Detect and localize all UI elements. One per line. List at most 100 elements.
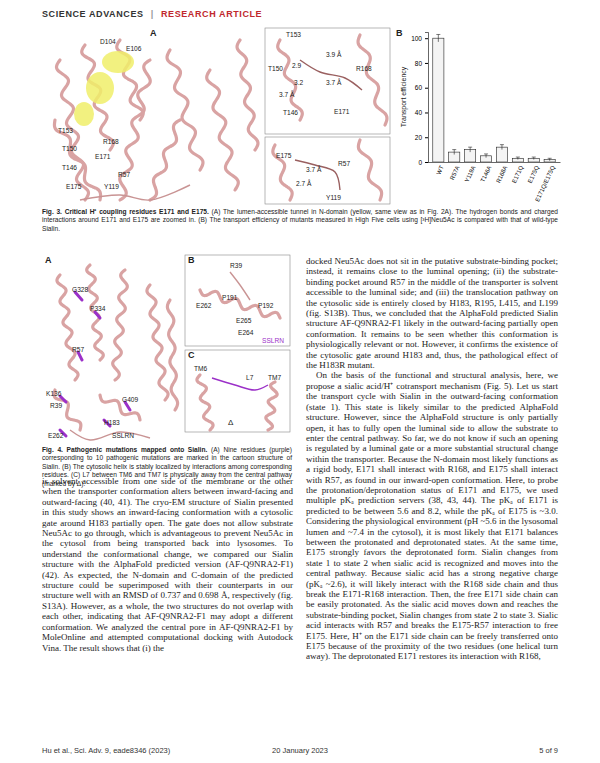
tick-mark bbox=[425, 38, 428, 39]
caption-label: Fig. 4. bbox=[42, 446, 63, 453]
residue-label: E265 bbox=[236, 317, 252, 324]
residue-label: 3.7 Å bbox=[326, 78, 342, 86]
mutation-site bbox=[125, 402, 130, 410]
error-line bbox=[533, 157, 534, 159]
tick: 40 bbox=[415, 109, 428, 116]
helix bbox=[150, 120, 180, 200]
residue-label: 2.9 bbox=[292, 62, 301, 69]
tick-label: T146A bbox=[480, 165, 493, 184]
tick: 60 bbox=[415, 84, 428, 91]
error-bar bbox=[548, 158, 552, 160]
loop bbox=[212, 378, 268, 390]
figure-3-panel-a: AD104E106T153T150T146E171R168R57E175Y119… bbox=[54, 28, 390, 204]
helix bbox=[120, 60, 151, 200]
helix bbox=[237, 40, 258, 150]
residue-label: 3.2 bbox=[294, 79, 303, 86]
separator: | bbox=[144, 9, 161, 19]
error-line bbox=[486, 154, 487, 158]
helix bbox=[54, 120, 100, 200]
left-column: is solvent accessible from one side of t… bbox=[42, 476, 293, 653]
panel-letter: B bbox=[188, 255, 195, 265]
error-bar bbox=[484, 154, 488, 158]
tick-mark bbox=[425, 88, 428, 89]
y-axis: 020406080100 bbox=[411, 33, 428, 166]
residue-label: T146 bbox=[62, 164, 77, 171]
caption-title: Critical H⁺ coupling residues E171 and E… bbox=[65, 208, 209, 215]
helix bbox=[147, 285, 168, 400]
residue-label: Δ bbox=[228, 418, 234, 427]
residue-label: E175 bbox=[276, 152, 292, 159]
residue-label: L7 bbox=[246, 374, 254, 381]
residue-label: P192 bbox=[258, 302, 274, 309]
header: SCIENCE ADVANCES | RESEARCH ARTICLE bbox=[42, 9, 262, 19]
tick-label: 60 bbox=[415, 84, 423, 91]
tick-mark bbox=[425, 63, 428, 64]
error-cap bbox=[500, 144, 504, 145]
residue-label: T150 bbox=[62, 145, 77, 152]
error-bar bbox=[532, 157, 536, 159]
residue-label: R57 bbox=[72, 346, 84, 353]
tick: 80 bbox=[415, 60, 428, 67]
helix bbox=[100, 395, 140, 420]
error-line bbox=[438, 34, 439, 41]
residue-label: R168 bbox=[356, 65, 372, 72]
tick: WT bbox=[435, 162, 445, 176]
tick-label: WT bbox=[435, 164, 445, 175]
section: RESEARCH ARTICLE bbox=[161, 9, 262, 19]
residue-label: R57 bbox=[338, 160, 350, 167]
residue-label: SSLRN bbox=[262, 337, 284, 344]
helix bbox=[113, 270, 128, 380]
helix bbox=[87, 265, 104, 360]
error-line bbox=[549, 158, 550, 160]
residue-label: E262 bbox=[196, 302, 212, 309]
caption-title: Pathogenic mutations mapped onto Sialin. bbox=[67, 446, 208, 453]
helix bbox=[200, 290, 280, 318]
mutation-site bbox=[78, 352, 82, 360]
tick: R57A bbox=[449, 162, 461, 181]
loop bbox=[70, 430, 150, 440]
tick-label: 40 bbox=[415, 109, 423, 116]
bars bbox=[433, 34, 555, 162]
tick-mark bbox=[425, 162, 428, 163]
mutation-site bbox=[75, 292, 82, 300]
loop bbox=[300, 60, 362, 90]
loop bbox=[295, 160, 340, 190]
residue-label: G328 bbox=[72, 286, 88, 293]
error-cap bbox=[548, 158, 552, 159]
error-line bbox=[517, 157, 518, 159]
error-line bbox=[470, 147, 471, 152]
paragraph: is solvent accessible from one side of t… bbox=[42, 476, 293, 653]
helix bbox=[266, 382, 277, 430]
footer-page: 5 of 9 bbox=[539, 746, 558, 755]
inset-frame bbox=[185, 350, 290, 432]
helix bbox=[167, 50, 203, 170]
tick-label: E175Q bbox=[527, 164, 540, 184]
error-bar bbox=[452, 150, 456, 155]
helix bbox=[207, 70, 239, 190]
panel-letter: A bbox=[150, 28, 157, 38]
panel-letter: A bbox=[45, 255, 52, 265]
error-cap bbox=[516, 157, 520, 158]
footer-citation: Hu et al., Sci. Adv. 9, eade8346 (2023) bbox=[42, 746, 170, 755]
bar bbox=[433, 38, 444, 162]
inset-frame bbox=[185, 255, 290, 346]
inset-frame bbox=[265, 137, 390, 204]
mutation-site bbox=[95, 312, 100, 318]
footer-date: 20 January 2023 bbox=[240, 746, 360, 755]
error-bar bbox=[500, 145, 504, 150]
tick: R168A bbox=[495, 162, 508, 184]
residue-label: SSLRN bbox=[112, 432, 134, 439]
inset-frame bbox=[265, 28, 390, 134]
residue-label: E106 bbox=[126, 45, 142, 52]
residue-label: TM6 bbox=[194, 365, 208, 372]
residue-label: T153 bbox=[286, 31, 301, 38]
residue-label: E264 bbox=[238, 329, 254, 336]
residue-label: P191 bbox=[222, 294, 238, 301]
residue-label: G409 bbox=[122, 396, 138, 403]
panel-letter: C bbox=[188, 350, 195, 360]
helix bbox=[197, 375, 213, 430]
tick-label: E171Q bbox=[511, 164, 524, 184]
error-bar bbox=[436, 34, 440, 41]
x-axis: WTR57AY119AT146AR168AE171QE175QE171Q/E17… bbox=[429, 162, 561, 203]
helix bbox=[358, 140, 381, 200]
